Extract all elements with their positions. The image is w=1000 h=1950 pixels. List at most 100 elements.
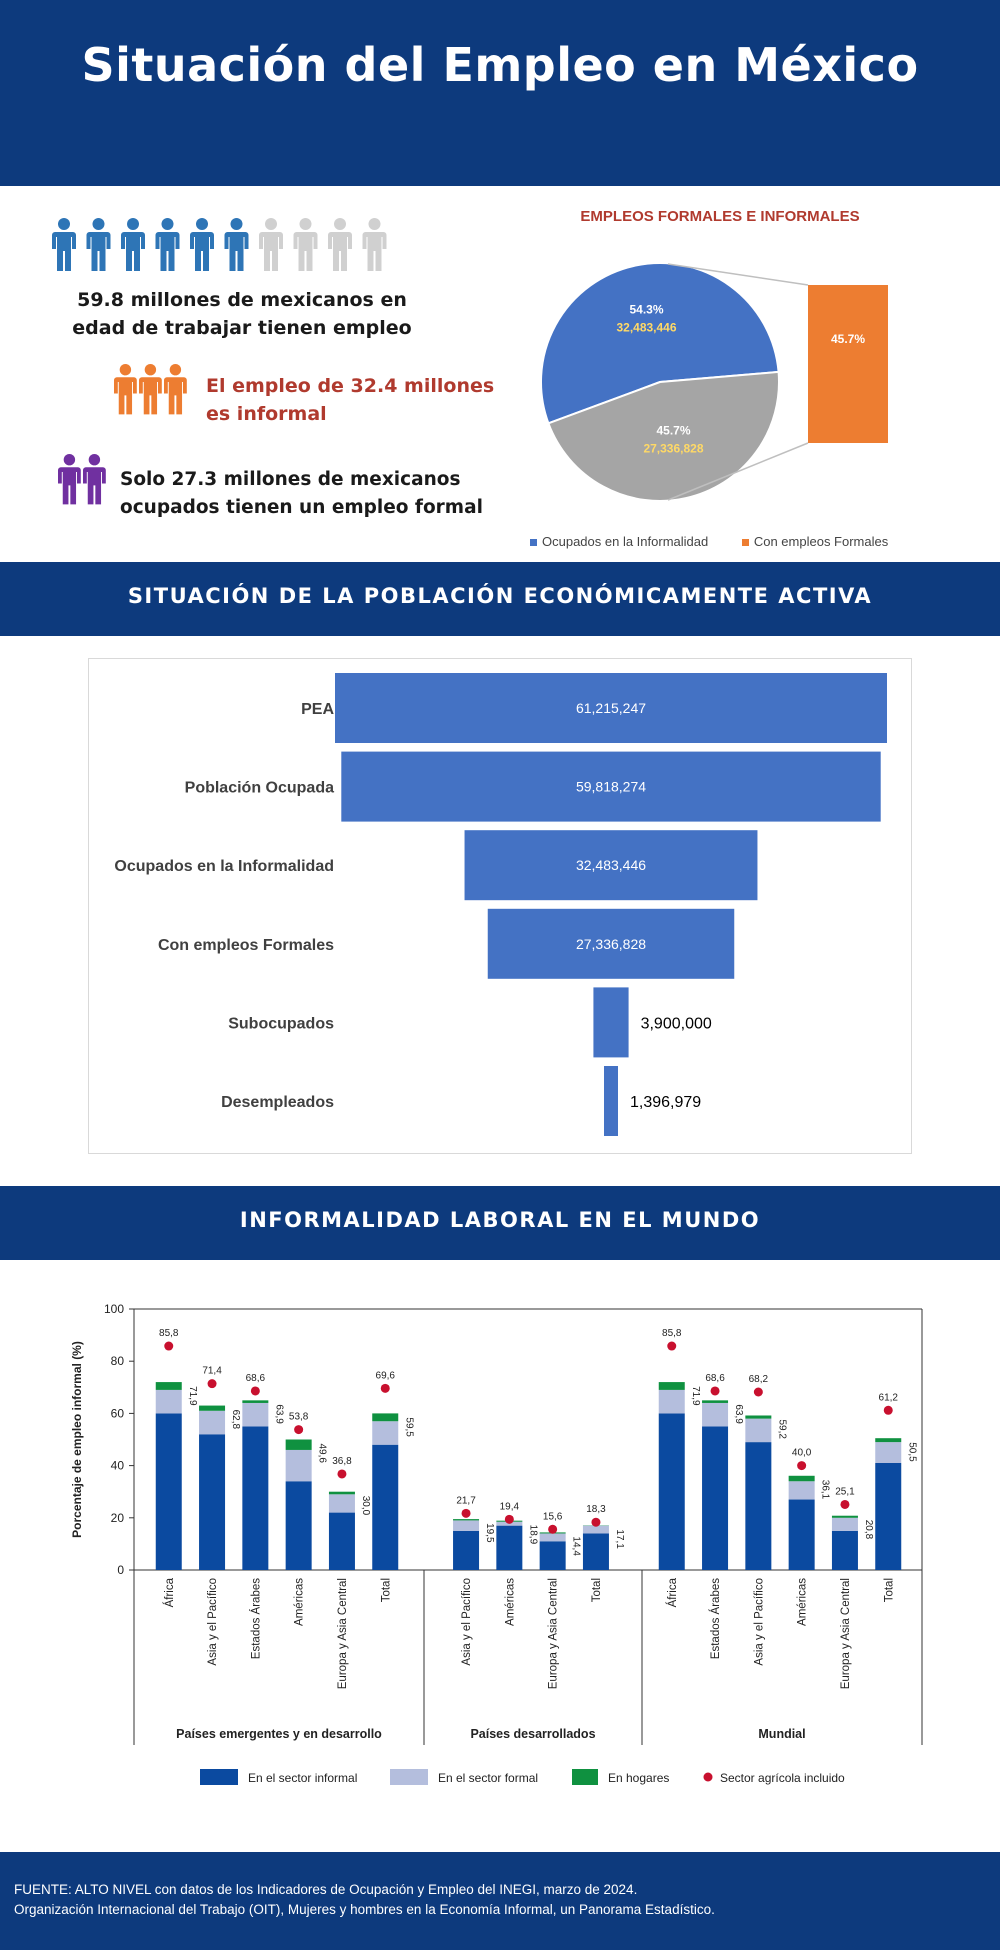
y-tick-label: 0 — [117, 1563, 124, 1577]
funnel-value-label: 61,215,247 — [576, 700, 646, 716]
person-head — [169, 364, 182, 376]
bar-total-label: 50,5 — [906, 1442, 917, 1462]
agricultural-dot-label: 85,8 — [662, 1328, 682, 1339]
world-section-title: INFORMALIDAD LABORAL EN EL MUNDO — [239, 1208, 761, 1232]
bar-total-label: 20,8 — [863, 1520, 874, 1540]
group-label: Países emergentes y en desarrollo — [176, 1727, 382, 1741]
person-body — [83, 467, 106, 505]
bar-hogares-segment — [875, 1438, 902, 1443]
x-category-label: Asia y el Pacífico — [461, 1578, 473, 1666]
bar-informal-segment — [242, 1426, 269, 1570]
x-category-label: Estados Árabes — [249, 1578, 262, 1659]
funnel-category-label: Subocupados — [228, 1015, 334, 1032]
person-icon — [83, 454, 106, 505]
legend-item: Sector agrícola incluido — [703, 1771, 845, 1785]
pie-chart: 54.3% 32,483,446 45.7% 27,336,828 45.7% — [540, 262, 888, 502]
legend-label-formal: Con empleos Formales — [753, 534, 889, 549]
person-head — [368, 218, 381, 230]
agricultural-dot-label: 40,0 — [792, 1448, 812, 1459]
agricultural-dot — [667, 1341, 677, 1351]
bar-informal-segment — [199, 1434, 226, 1570]
person-head — [334, 218, 346, 230]
bar-hogares-segment — [788, 1475, 815, 1482]
legend-item-informal: Ocupados en la Informalidad — [530, 534, 708, 549]
bar-formal-segment — [745, 1418, 772, 1443]
bar-total-label: 59,5 — [403, 1417, 414, 1437]
funnel-bar — [464, 830, 758, 901]
agricultural-dot — [797, 1461, 807, 1471]
funnel-value-label: 59,818,274 — [576, 779, 646, 795]
agricultural-dot-label: 85,8 — [159, 1328, 179, 1339]
x-category-label: Europa y Asia Central — [840, 1578, 852, 1689]
funnel-bar — [604, 1066, 618, 1136]
agricultural-dot-label: 21,7 — [456, 1495, 476, 1506]
pie-slice — [547, 370, 780, 502]
breakout-connector — [667, 442, 809, 501]
funnel-value-label: 32,483,446 — [576, 857, 646, 873]
bar-hogares-segment — [199, 1405, 226, 1411]
bar-hogares-segment — [155, 1382, 182, 1390]
person-icon — [293, 218, 318, 271]
pie-legend: Ocupados en la Informalidad Con empleos … — [530, 534, 950, 549]
legend-item: En el sector informal — [200, 1769, 357, 1785]
x-category-label: Asia y el Pacífico — [207, 1578, 219, 1666]
person-icon — [328, 218, 352, 271]
agricultural-dot — [840, 1499, 850, 1509]
x-category-label: Europa y Asia Central — [548, 1578, 560, 1689]
agricultural-dot — [294, 1425, 304, 1435]
world-informality-chart: 0 20 40 60 80 100 Porcentaje de empleo informa… — [70, 1302, 923, 1785]
agricultural-dot-label: 68,6 — [246, 1373, 266, 1384]
person-icon — [155, 218, 180, 271]
person-head — [161, 218, 174, 230]
bar-formal-segment — [242, 1402, 269, 1427]
x-category-label: Estados Árabes — [709, 1578, 722, 1659]
bar-formal-segment — [582, 1525, 609, 1534]
bar-informal-segment — [875, 1462, 902, 1570]
person-head — [196, 218, 208, 230]
employed-people-icons — [52, 218, 387, 271]
bar-formal-segment — [539, 1533, 566, 1542]
formal-people-icons — [58, 454, 106, 505]
person-head — [127, 218, 139, 230]
world-section-banner: INFORMALIDAD LABORAL EN EL MUNDO — [0, 1186, 1000, 1260]
person-body — [259, 232, 283, 271]
agricultural-dot — [337, 1469, 347, 1479]
employed-stat: 59.8 millones de mexicanos en edad de tr… — [72, 286, 412, 342]
person-icon — [52, 218, 76, 271]
bar-total-label: 18,9 — [527, 1525, 538, 1545]
bar-total-label: 49,6 — [317, 1444, 328, 1464]
agricultural-dot-label: 69,6 — [376, 1370, 396, 1381]
bar-total-label: 14,4 — [571, 1536, 582, 1556]
agricultural-dot — [883, 1405, 893, 1415]
agricultural-dot — [250, 1386, 260, 1396]
funnel-category-label: Desempleados — [221, 1094, 334, 1111]
agricultural-dot-label: 36,8 — [332, 1456, 352, 1467]
agricultural-dot-label: 25,1 — [835, 1486, 855, 1497]
funnel-chart: PEA 61,215,247 Población Ocupada 59,818,274… — [114, 673, 887, 1136]
employed-stat-line-1: 59.8 millones de mexicanos en — [77, 289, 407, 311]
funnel-bar — [335, 673, 887, 743]
bar-informal-segment — [539, 1541, 566, 1570]
y-axis-title: Porcentaje de empleo informal (%) — [70, 1341, 84, 1538]
legend-item: En el sector formal — [390, 1769, 538, 1785]
pie-slice-value: 27,336,828 — [643, 441, 703, 455]
bar-total-label: 17,1 — [614, 1529, 625, 1549]
bar-hogares-segment — [745, 1415, 772, 1419]
breakout-connector — [667, 263, 809, 286]
agricultural-dot — [461, 1508, 471, 1518]
pea-section-banner: SITUACIÓN DE LA POBLACIÓN ECONÓMICAMENTE… — [0, 562, 1000, 636]
breakout-label: 45.7% — [831, 332, 865, 346]
person-head — [265, 218, 277, 230]
summary-section: 59.8 millones de mexicanos en edad de tr… — [0, 186, 1000, 562]
bar-total-label: 30,0 — [360, 1496, 371, 1516]
group-label: Mundial — [758, 1727, 805, 1741]
bar-formal-segment — [658, 1389, 685, 1414]
bar-informal-segment — [285, 1481, 312, 1570]
funnel-category-label: Con empleos Formales — [158, 937, 334, 954]
person-body — [121, 232, 145, 271]
bar-hogares-segment — [328, 1491, 355, 1495]
person-head — [144, 364, 157, 376]
formal-stat: Solo 27.3 millones de mexicanos ocupados… — [120, 466, 500, 522]
legend-label: Sector agrícola incluido — [720, 1771, 845, 1785]
x-category-label: Américas — [797, 1578, 809, 1626]
